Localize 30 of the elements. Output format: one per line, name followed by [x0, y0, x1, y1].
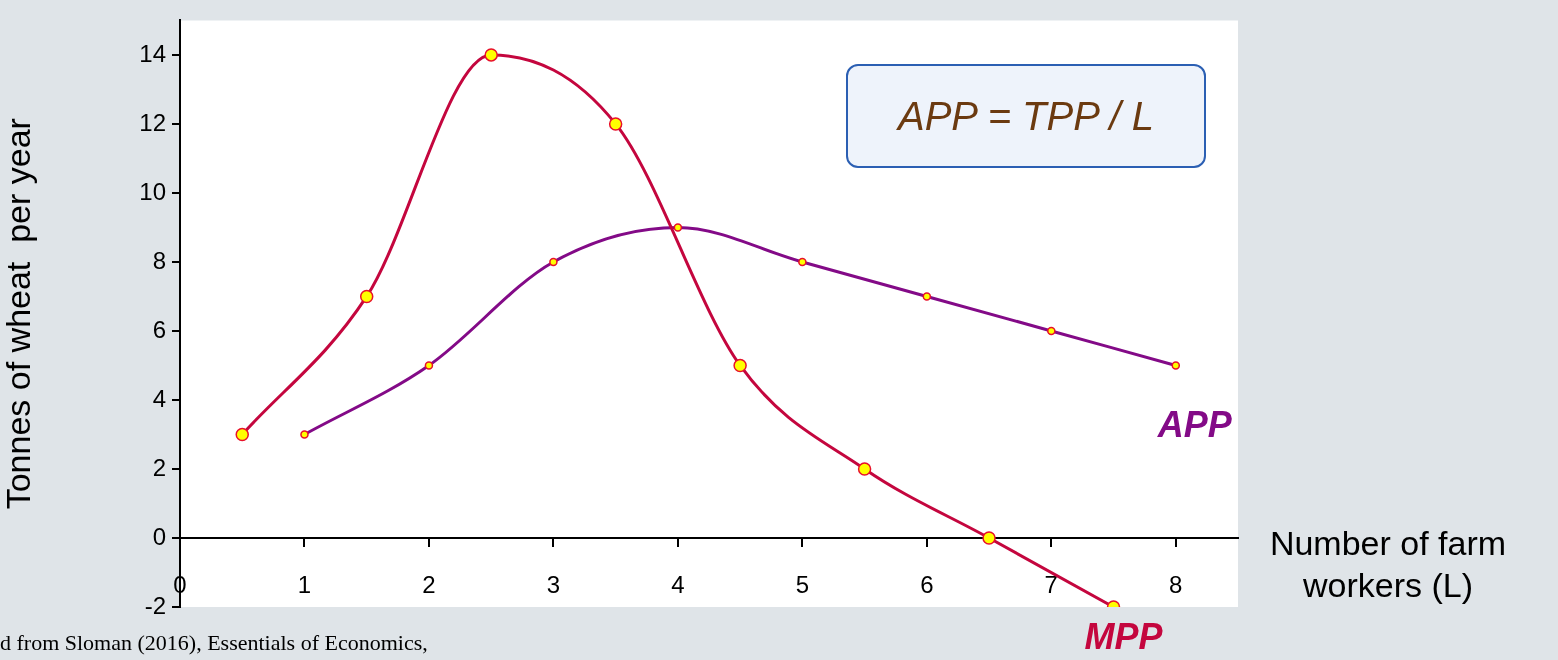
y-tick-label: 2 [152, 453, 166, 481]
y-tick-label: 0 [152, 522, 166, 550]
y-tick-label: 8 [152, 246, 166, 274]
x-tick-label: 2 [422, 571, 436, 599]
point [982, 531, 996, 545]
x-axis-title: Number of farm workers (L) [1268, 523, 1508, 606]
text: d from Sloman (2016), Essentials of Economics, [0, 630, 428, 656]
point [733, 358, 747, 373]
x-tick-label: 3 [546, 571, 561, 599]
y-tick-label: 6 [152, 315, 166, 343]
series-label: APP [1156, 404, 1233, 446]
x-tick-label: 5 [795, 571, 810, 599]
x-tick-label: 7 [1044, 571, 1058, 599]
y-tick-label: 10 [139, 177, 166, 205]
annotation: APP = TPP / L [846, 64, 1206, 168]
x-tick-label: 8 [1169, 571, 1183, 599]
y-tick-label: 4 [152, 384, 166, 412]
point [857, 462, 872, 476]
y-tick-label: 14 [139, 39, 166, 67]
x-tick-label: 4 [671, 571, 685, 599]
point [484, 48, 498, 62]
x-tick-label: 1 [297, 571, 312, 599]
y-tick-label: -2 [144, 591, 166, 619]
series-label: MPP [1084, 615, 1164, 657]
point [235, 427, 249, 442]
x-tick-label: 6 [920, 571, 934, 599]
point [359, 289, 374, 304]
point [608, 117, 623, 131]
y-tick-label: 12 [139, 108, 166, 136]
y-axis-title: Tonnes of wheat per year [0, 118, 37, 510]
